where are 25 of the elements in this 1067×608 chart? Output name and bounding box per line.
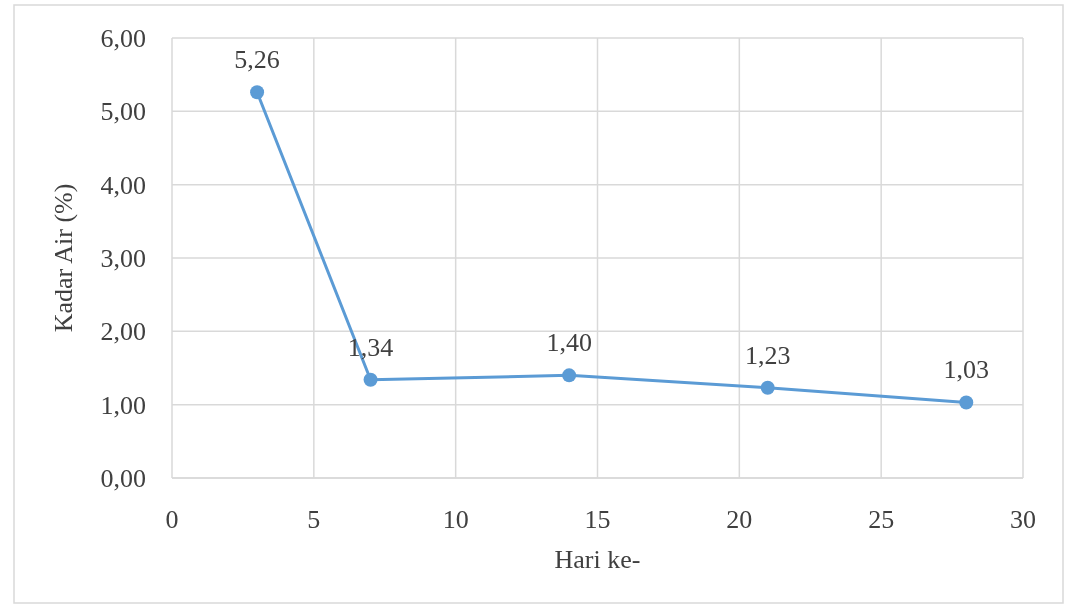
x-tick-label: 25 — [868, 505, 895, 534]
point — [562, 368, 577, 383]
x-tick-label: 30 — [1010, 505, 1036, 534]
x-tick-label: 5 — [307, 505, 321, 534]
data-label: 1,23 — [744, 340, 791, 370]
point — [760, 380, 775, 395]
y-tick-label: 3,00 — [100, 244, 146, 274]
point — [363, 372, 378, 387]
data-label: 1,03 — [943, 355, 990, 385]
y-tick-label: 2,00 — [100, 317, 146, 347]
y-tick-label: 6,00 — [100, 24, 146, 54]
y-tick-label: 4,00 — [100, 170, 146, 200]
point — [959, 395, 974, 410]
x-tick-label: 15 — [584, 505, 611, 534]
x-tick-label: 10 — [442, 505, 469, 534]
data-label: 5,26 — [234, 45, 280, 75]
y-tick-label: 1,00 — [100, 390, 146, 420]
x-tick-label: 0 — [165, 505, 179, 534]
x-axis-title: Hari ke- — [554, 545, 641, 574]
point — [250, 85, 265, 100]
data-label: 1,40 — [546, 328, 592, 358]
y-tick-label: 5,00 — [100, 97, 146, 127]
y-axis-title: Kadar Air (%) — [49, 183, 78, 333]
y-tick-label: 0,00 — [100, 464, 146, 494]
x-tick-label: 20 — [726, 505, 753, 534]
